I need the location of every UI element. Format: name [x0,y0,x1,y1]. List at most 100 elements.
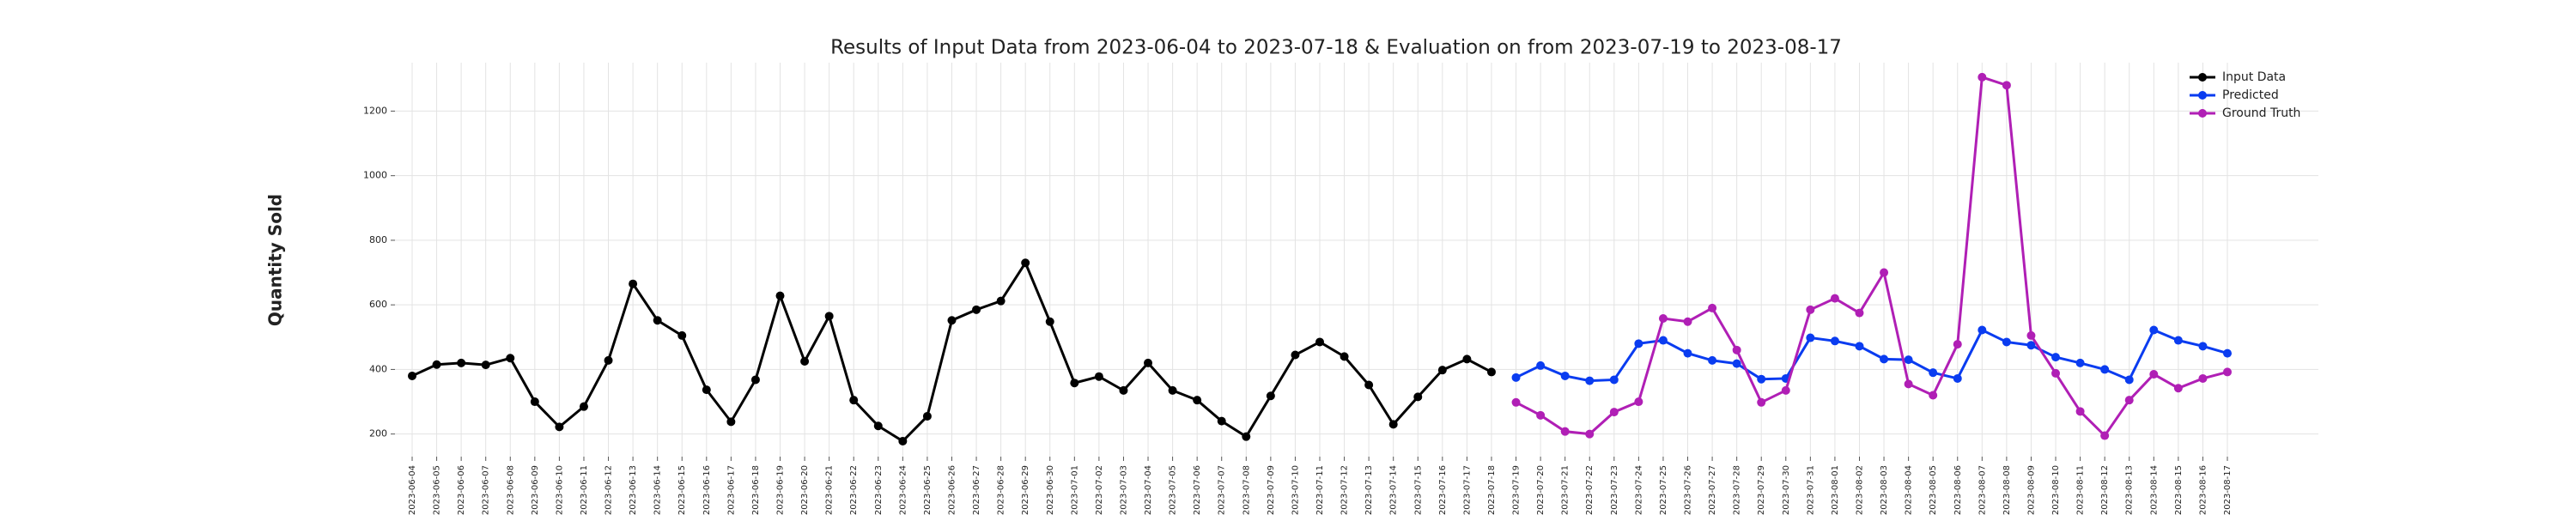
point [1830,294,1839,303]
x-tick-label: 2023-06-10 [555,465,564,515]
point [2002,81,2011,90]
point [1315,337,1324,347]
x-tick-label: 2023-07-24 [1634,465,1643,515]
point [1266,391,1275,401]
point [2124,375,2134,385]
point [1683,348,1692,358]
x-tick-label: 2023-07-30 [1782,465,1791,515]
point [873,421,883,431]
x-tick-label: 2023-08-10 [2051,465,2061,515]
point [506,354,515,363]
point [1217,416,1226,426]
x-tick-label: 2023-08-08 [2002,465,2012,515]
y-tick-label: 800 [369,234,387,245]
x-tick-label: 2023-06-19 [776,465,786,515]
x-tick-label: 2023-07-16 [1438,465,1448,515]
x-tick-label: 2023-08-13 [2125,465,2135,515]
point [2198,342,2208,351]
point [457,358,466,367]
point [1560,427,1570,436]
point [1757,397,1766,407]
point [1658,336,1668,345]
x-tick-label: 2023-08-01 [1831,465,1840,515]
x-tick-label: 2023-07-09 [1267,465,1276,515]
point [1560,371,1570,380]
x-tick-label: 2023-08-03 [1880,465,1889,515]
point [1929,391,1938,400]
point [1855,342,1864,351]
x-tick-label: 2023-08-16 [2198,465,2208,515]
point [1708,303,1717,312]
x-tick-label: 2023-06-21 [825,465,835,515]
point [1609,408,1619,417]
x-tick-label: 2023-06-13 [629,465,638,515]
y-tick-label: 1000 [363,170,387,181]
point [2149,325,2159,335]
legend-marker [2198,109,2207,118]
series-line [1515,328,2228,383]
point [2100,365,2110,374]
x-tick-label: 2023-08-12 [2100,465,2110,515]
x-tick-label: 2023-08-04 [1905,465,1914,515]
y-tick-label: 200 [369,428,387,439]
point [1486,367,1496,377]
point [2051,353,2061,362]
y-axis-label: Quantity Sold [265,194,286,326]
x-tick-label: 2023-07-29 [1757,465,1766,515]
x-tick-label: 2023-07-26 [1684,465,1693,515]
x-tick-label: 2023-06-20 [800,465,810,515]
point [1168,385,1177,395]
point [1732,345,1741,354]
point [1340,352,1349,361]
legend-marker [2198,73,2207,82]
x-tick-label: 2023-06-12 [605,465,614,515]
point [2223,367,2232,377]
x-tick-label: 2023-06-15 [677,465,687,515]
x-tick-label: 2023-07-14 [1389,465,1399,515]
point [1929,368,1938,378]
x-tick-label: 2023-06-22 [849,465,859,515]
point [1413,392,1423,402]
point [1953,340,1962,349]
point [702,385,711,395]
point [481,360,490,370]
point [1437,366,1447,375]
x-tick-label: 2023-07-03 [1119,465,1128,515]
x-tick-label: 2023-06-11 [580,465,589,515]
x-tick-label: 2023-06-08 [506,465,515,515]
y-tick-label: 600 [369,299,387,310]
legend-label: Input Data [2222,70,2286,84]
point [1144,358,1153,367]
point [677,330,687,340]
point [1021,258,1030,268]
point [555,422,564,432]
point [579,402,588,411]
point [824,312,834,321]
x-tick-label: 2023-06-06 [457,465,466,515]
point [1511,397,1521,407]
point [2026,330,2036,340]
point [2026,341,2036,350]
x-tick-label: 2023-06-25 [923,465,933,515]
point [1904,355,1913,365]
point [1070,379,1079,388]
x-tick-label: 2023-08-11 [2076,465,2086,515]
point [947,316,957,325]
x-tick-label: 2023-06-18 [751,465,761,515]
x-tick-label: 2023-08-05 [1929,465,1938,515]
point [922,411,932,421]
point [1880,354,1889,364]
point [1511,373,1521,382]
x-tick-label: 2023-08-06 [1953,465,1963,515]
point [1732,359,1741,368]
legend-marker [2198,91,2207,100]
x-tick-label: 2023-07-18 [1487,465,1497,515]
y-tick-label: 1200 [363,105,387,116]
point [1364,380,1374,390]
point [996,296,1005,306]
x-tick-label: 2023-07-22 [1585,465,1595,515]
point [1953,373,1962,383]
point [2100,431,2110,440]
point [1806,333,1815,342]
